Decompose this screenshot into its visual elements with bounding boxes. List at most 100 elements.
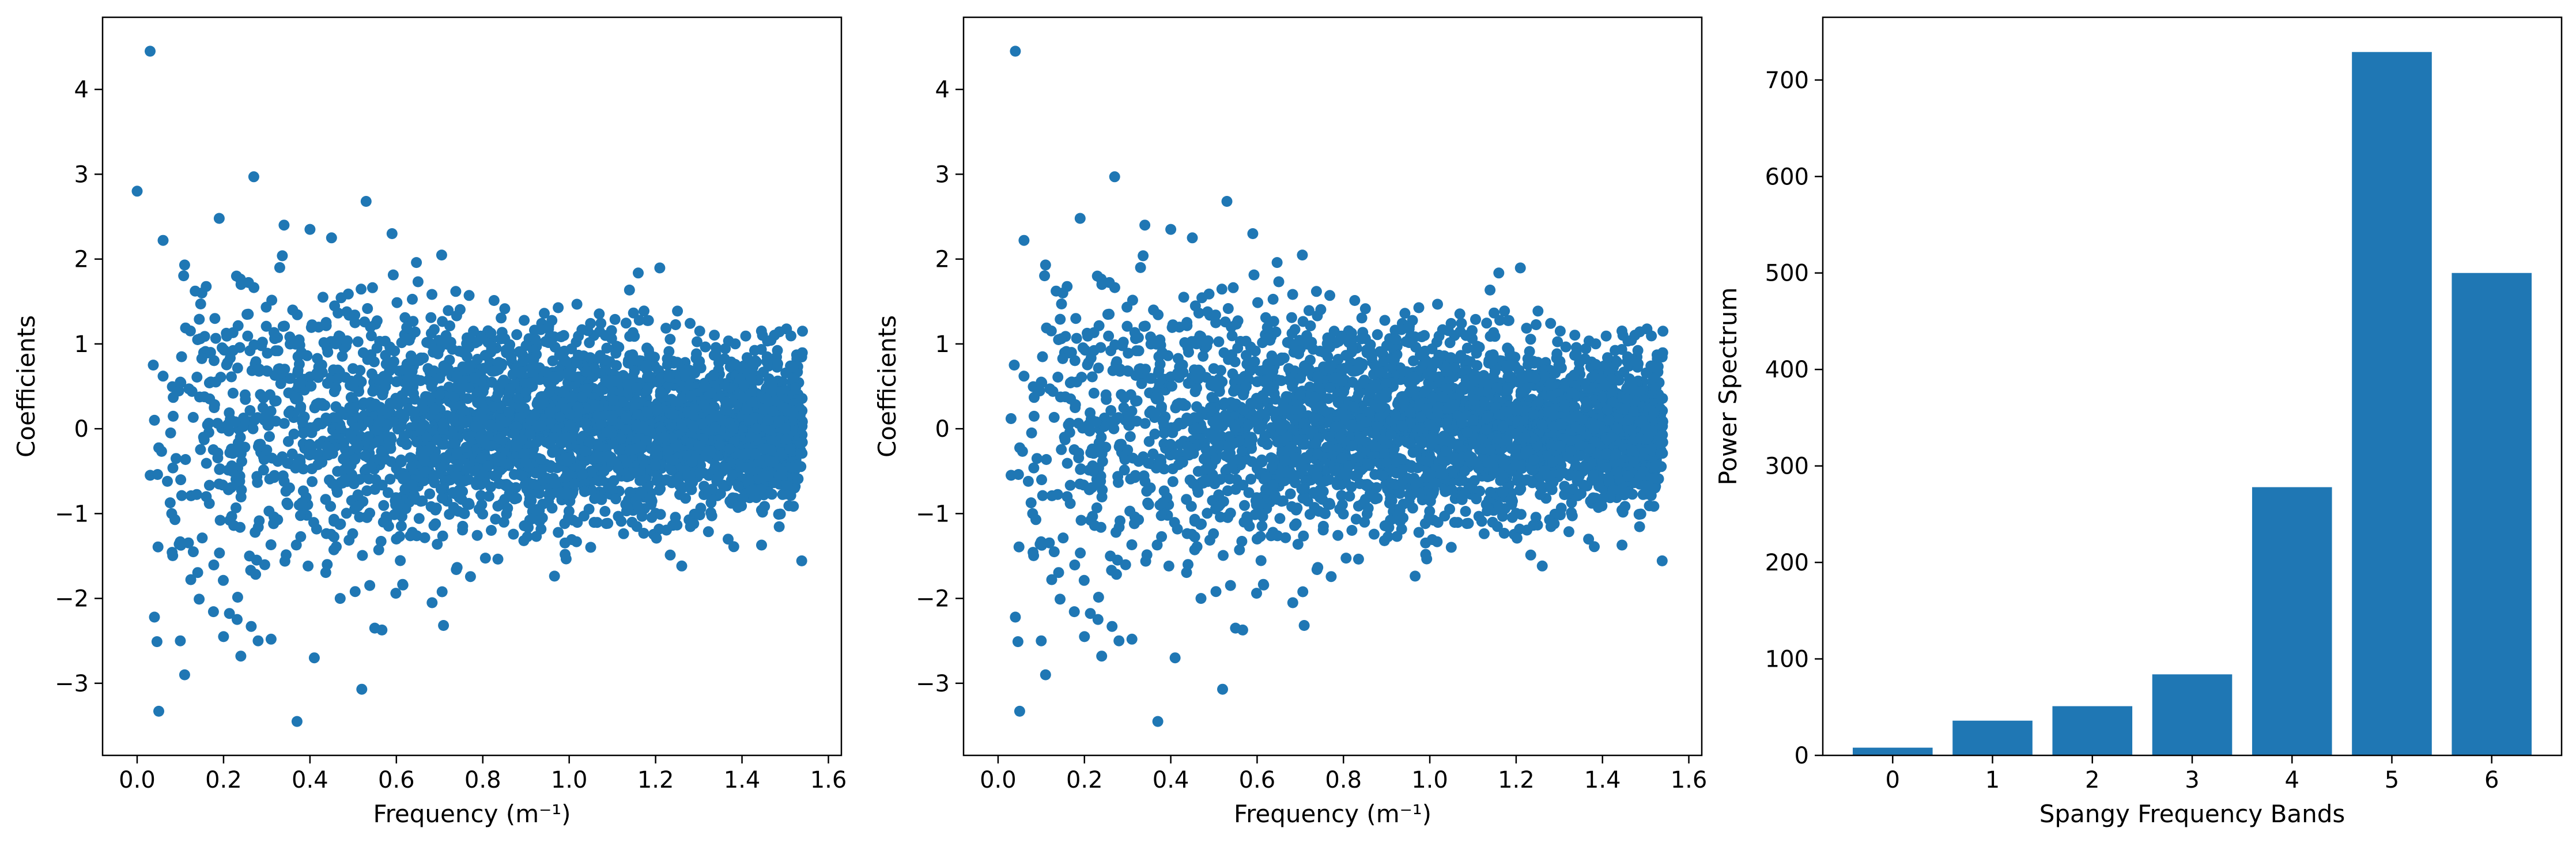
scatter-point [1146, 373, 1157, 384]
scatter-point [1149, 428, 1161, 440]
scatter-point [512, 393, 524, 404]
scatter-point [1055, 593, 1066, 605]
scatter-point [795, 448, 806, 459]
scatter-point [509, 493, 520, 505]
scatter-point [364, 580, 376, 591]
scatter-point [659, 432, 670, 443]
scatter-point [698, 399, 710, 410]
scatter-point [153, 442, 164, 453]
scatter-point [185, 574, 197, 585]
scatter-point [386, 433, 397, 445]
scatter-point [297, 485, 309, 497]
x-tick-label: 0.8 [464, 767, 501, 793]
scatter-point [633, 267, 644, 279]
scatter-point [297, 416, 308, 428]
x-axis-label: Frequency (m⁻¹) [373, 800, 571, 828]
scatter-point [333, 307, 344, 319]
scatter-point [553, 527, 564, 538]
scatter-point [607, 414, 618, 426]
scatter-point [764, 424, 775, 436]
scatter-point [398, 430, 410, 442]
scatter-point [456, 494, 467, 505]
scatter-point [1236, 536, 1248, 547]
scatter-point [504, 383, 516, 395]
scatter-point [426, 289, 437, 300]
scatter-point [520, 378, 531, 390]
scatter-point [1305, 320, 1316, 331]
scatter-point [153, 705, 164, 717]
scatter-point [715, 488, 726, 500]
scatter-point [1273, 276, 1285, 288]
scatter-point [335, 292, 347, 304]
scatter-point [1048, 411, 1060, 423]
scatter-point [796, 555, 807, 566]
scatter-point [547, 447, 558, 458]
scatter-point [265, 539, 277, 550]
x-tick-label: 0.2 [205, 767, 242, 793]
scatter-point [283, 407, 294, 419]
scatter-point [705, 497, 717, 508]
scatter-point [238, 413, 250, 423]
y-tick-label: −2 [55, 586, 89, 612]
scatter-point [707, 483, 718, 495]
scatter-point [1202, 508, 1213, 519]
scatter-point [341, 306, 353, 317]
scatter-point [611, 360, 622, 371]
scatter-point [498, 375, 509, 386]
scatter-point [1143, 499, 1154, 511]
scatter-point [470, 421, 481, 432]
scatter-point [377, 389, 388, 400]
scatter-point [486, 525, 497, 536]
scatter-point [705, 445, 716, 457]
scatter-point [502, 458, 513, 470]
scatter-point [306, 427, 318, 438]
scatter-point [406, 479, 418, 491]
scatter-point [272, 456, 284, 467]
scatter-point [327, 478, 338, 489]
x-tick-label: 0.4 [292, 767, 328, 793]
scatter-point [772, 345, 783, 356]
scatter-point [1478, 528, 1490, 539]
scatter-point [476, 499, 488, 511]
scatter-point [1075, 547, 1086, 559]
scatter-point [543, 320, 554, 332]
scatter-point [289, 392, 300, 403]
scatter-point [436, 249, 447, 261]
scatter-point [269, 327, 279, 338]
scatter-point [260, 320, 272, 332]
scatter-point [243, 308, 254, 320]
scatter-point [1499, 305, 1510, 317]
scatter-point [1336, 490, 1347, 501]
scatter-point [1470, 313, 1481, 325]
scatter-point [226, 371, 237, 383]
scatter-point [1574, 357, 1585, 369]
scatter-point [235, 491, 247, 502]
scatter-point [751, 423, 762, 434]
scatter-point [628, 307, 639, 319]
scatter-point [591, 517, 603, 528]
scatter-point [585, 542, 596, 553]
scatter-point [239, 389, 251, 400]
scatter-point [237, 421, 249, 432]
scatter-point [672, 305, 683, 317]
scatter-point [278, 220, 290, 231]
scatter-point [235, 651, 247, 662]
x-tick-label: 0.6 [378, 767, 415, 793]
scatter-point [187, 546, 199, 558]
x-tick-label: 0.0 [119, 767, 156, 793]
scatter-point [1151, 539, 1163, 551]
scatter-point [1648, 373, 1659, 385]
scatter-point [637, 487, 648, 498]
scatter-point [388, 509, 400, 520]
scatter-point [479, 553, 491, 564]
scatter-point [483, 490, 494, 502]
scatter-point [214, 547, 225, 559]
scatter-point [1198, 350, 1209, 362]
scatter-point [166, 508, 177, 519]
scatter-point [694, 326, 705, 337]
scatter-point [384, 474, 396, 485]
scatter-point [1336, 499, 1348, 511]
scatter-point [347, 528, 358, 539]
scatter-point [624, 284, 635, 296]
scatter-plot-1: 0.0 0.2 0.4 0.6 0.8 1.0 1.2 1.4 1.6−3−2−101234Fr… [12, 16, 847, 828]
